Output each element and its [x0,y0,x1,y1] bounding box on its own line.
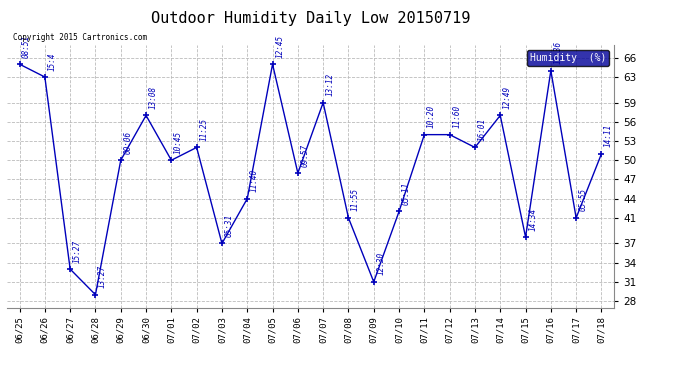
Text: 12:45: 12:45 [275,34,284,58]
Text: 12:30: 12:30 [376,252,385,276]
Text: 11:55: 11:55 [351,188,360,211]
Text: 08:51: 08:51 [22,34,31,58]
Text: 11:40: 11:40 [250,169,259,192]
Legend: Humidity  (%): Humidity (%) [527,50,609,66]
Text: 13:27: 13:27 [98,265,107,288]
Text: 16:01: 16:01 [477,118,486,141]
Text: 11:60: 11:60 [452,105,461,128]
Text: Copyright 2015 Cartronics.com: Copyright 2015 Cartronics.com [13,33,147,42]
Text: 05:31: 05:31 [224,214,233,237]
Text: 13:36: 13:36 [553,41,562,64]
Text: 09:57: 09:57 [300,144,309,166]
Text: 13:12: 13:12 [326,73,335,96]
Text: 05:11: 05:11 [402,182,411,205]
Text: 13:08: 13:08 [148,86,157,109]
Text: 11:25: 11:25 [199,118,208,141]
Text: 14:11: 14:11 [604,124,613,147]
Text: 05:55: 05:55 [579,188,588,211]
Text: 15:27: 15:27 [72,240,81,262]
Text: 15:4: 15:4 [48,52,57,70]
Text: 10:20: 10:20 [427,105,436,128]
Text: 10:45: 10:45 [174,131,183,154]
Text: Outdoor Humidity Daily Low 20150719: Outdoor Humidity Daily Low 20150719 [151,11,470,26]
Text: 00:06: 00:06 [124,131,132,154]
Text: 14:34: 14:34 [528,207,537,231]
Text: 12:49: 12:49 [503,86,512,109]
